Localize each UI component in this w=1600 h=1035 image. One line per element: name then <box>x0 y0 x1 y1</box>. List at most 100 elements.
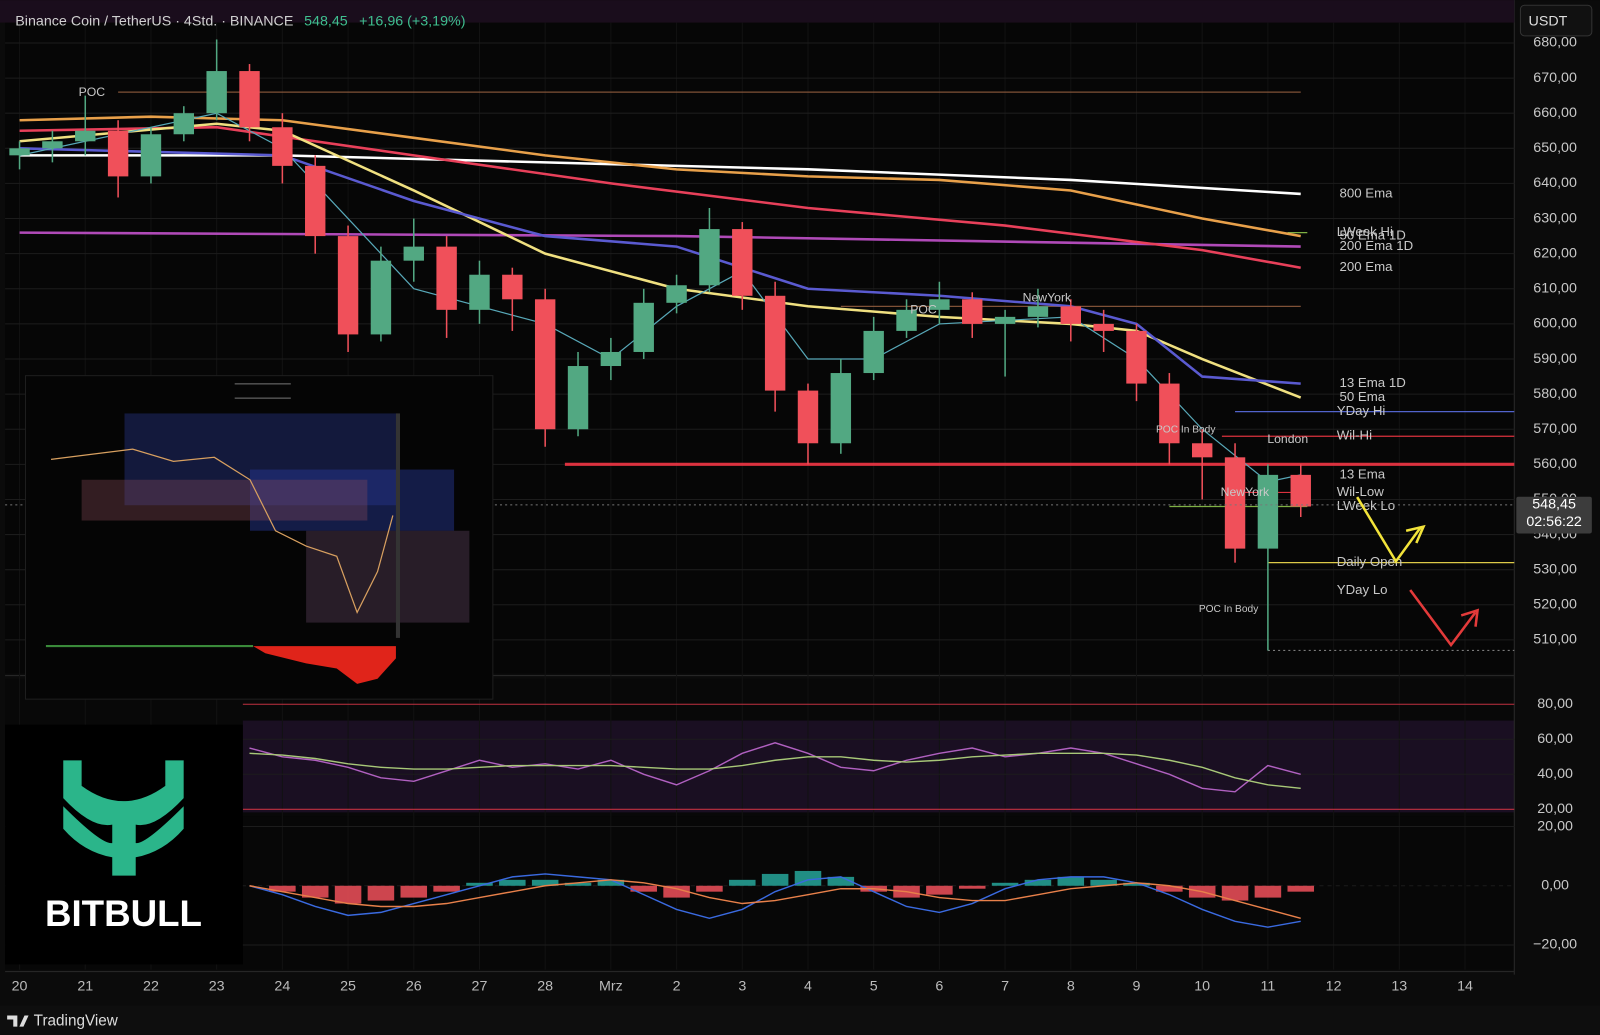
level-label: Wil-Low <box>1337 484 1385 499</box>
x-tick-label: 12 <box>1326 979 1342 995</box>
x-tick-label: 10 <box>1194 979 1210 995</box>
candle-body <box>140 134 162 177</box>
level-label: Daily Open <box>1337 554 1403 569</box>
x-tick-label: 5 <box>870 979 878 995</box>
x-tick-label: 26 <box>406 979 422 995</box>
candle-body <box>863 330 884 374</box>
level-label: LWeek Lo <box>1337 498 1395 513</box>
indicator-label: 200 Ema <box>1340 259 1394 274</box>
candle-body <box>764 295 786 391</box>
currency-button[interactable] <box>1519 4 1593 37</box>
histogram-bar <box>696 885 723 892</box>
candle-body <box>107 130 129 177</box>
histogram-bar <box>597 879 625 886</box>
currency-label[interactable]: USDT <box>1529 13 1568 29</box>
candle-body <box>534 299 556 430</box>
macd-line <box>249 873 1301 928</box>
candle-body <box>436 246 457 310</box>
histogram-bar <box>1024 879 1052 886</box>
candle-body <box>9 148 30 156</box>
histogram-bar <box>269 885 296 892</box>
candle-body <box>1093 323 1114 331</box>
y-tick-label: 20,00 <box>1537 818 1573 834</box>
candle-body <box>370 260 392 335</box>
inset-chart <box>25 375 494 700</box>
y-tick-label: 560,00 <box>1533 456 1577 472</box>
inset-volume-blue <box>250 469 455 531</box>
annotation: POC <box>910 303 937 317</box>
histogram-bar <box>663 885 690 898</box>
y-tick-label: 530,00 <box>1533 561 1577 577</box>
header-change: +16,96 (+3,19%) <box>359 13 465 29</box>
inset-volume-red <box>81 479 368 521</box>
x-tick-label: 8 <box>1067 979 1075 995</box>
candle-body <box>732 229 753 296</box>
y-tick-label: 610,00 <box>1533 281 1577 297</box>
x-tick-label: 2 <box>673 979 681 995</box>
indicator-label: 50 Ema 1D <box>1340 228 1406 243</box>
rsi-line <box>249 742 1301 793</box>
y-tick-label: 0,00 <box>1541 878 1569 894</box>
histogram-bar <box>827 876 855 886</box>
inset-divider <box>395 413 400 638</box>
candle-body <box>1126 330 1147 384</box>
candle-body <box>994 316 1016 324</box>
histogram-bar <box>926 885 953 895</box>
histogram-bar <box>1057 876 1085 886</box>
annotation: London <box>1267 432 1308 446</box>
histogram-bar <box>630 885 657 892</box>
y-tick-label: 620,00 <box>1533 245 1577 261</box>
candle-body <box>896 309 917 331</box>
last-price-box <box>1516 496 1592 534</box>
candle-body <box>830 373 852 444</box>
inset-volume-blue <box>124 413 398 506</box>
candle-body <box>239 71 260 128</box>
histogram-bar <box>1090 879 1117 886</box>
x-tick-label: 22 <box>143 979 159 995</box>
logo-text: BITBULL <box>45 893 202 934</box>
x-tick-label: 21 <box>77 979 93 995</box>
header-price: 548,45 <box>304 13 348 29</box>
candle-body <box>666 285 687 303</box>
x-tick-label: 24 <box>274 979 290 995</box>
footer-bar <box>0 1005 1600 1035</box>
level-label: LWeek Hi <box>1337 224 1393 239</box>
rsi-line <box>249 752 1301 790</box>
y-tick-label: 40,00 <box>1537 766 1573 782</box>
x-tick-label: 3 <box>738 979 746 995</box>
x-tick-label: 13 <box>1391 979 1407 995</box>
candle-body <box>1027 306 1049 317</box>
candle-body <box>797 390 819 444</box>
histogram-bar <box>991 882 1019 886</box>
x-tick-label: Mrz <box>599 979 623 995</box>
y-tick-label: 600,00 <box>1533 316 1577 332</box>
candle-body <box>962 299 983 324</box>
indicator-label: 50 Ema <box>1340 389 1386 404</box>
histogram-bar <box>301 885 329 898</box>
macd-line <box>249 879 1301 920</box>
histogram-bar <box>761 873 789 886</box>
x-tick-label: 23 <box>209 979 225 995</box>
x-tick-label: 14 <box>1457 979 1473 995</box>
indicator-label: 800 Ema <box>1340 185 1394 200</box>
inset-price-line <box>50 448 394 614</box>
y-tick-label: 630,00 <box>1533 210 1577 226</box>
symbol-title: Binance Coin / TetherUS · 4Std. · BINANC… <box>15 13 293 29</box>
histogram-bar <box>1254 885 1282 898</box>
histogram-bar <box>367 885 395 901</box>
x-tick-label: 28 <box>537 979 553 995</box>
candle-body <box>633 302 654 352</box>
annotation: NewYork <box>1221 485 1270 499</box>
candle-body <box>502 274 523 300</box>
annotation: POC In Body <box>1156 424 1216 435</box>
inset-volume-mixed <box>306 530 470 623</box>
x-tick-label: 6 <box>935 979 943 995</box>
header-bar <box>0 0 1515 23</box>
histogram-bar <box>499 879 526 886</box>
histogram-bar <box>729 879 756 886</box>
x-tick-label: 20 <box>12 979 28 995</box>
candle-body <box>929 299 950 310</box>
x-tick-label: 27 <box>472 979 488 995</box>
yellow-arrow <box>1356 496 1422 564</box>
histogram-bar <box>334 885 362 904</box>
